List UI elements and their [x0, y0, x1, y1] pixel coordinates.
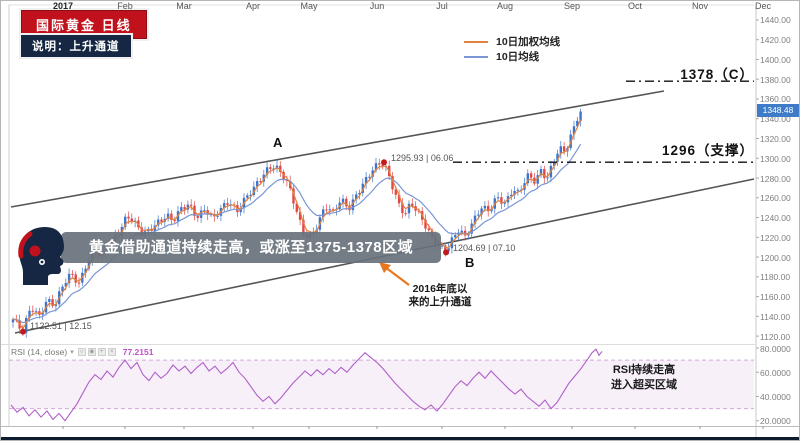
- month-label: Apr: [245, 1, 261, 11]
- marker-text-dec-low: 1122.51 | 12.15: [30, 321, 92, 331]
- weighted-ma-label: 10日加权均线: [496, 36, 561, 48]
- point-a-label: A: [273, 135, 283, 150]
- price-axis-label: 1280.00: [760, 173, 791, 184]
- channel-note-line2: 来的上升通道: [408, 296, 472, 308]
- price-axis-label: 1180.00: [760, 272, 791, 283]
- ma-legend: 10日加权均线 10日均线: [464, 34, 560, 64]
- rsi-control-button[interactable]: ×: [107, 348, 116, 356]
- ma-line: [12, 143, 582, 324]
- legend-item-simple-ma: 10日均线: [464, 49, 560, 64]
- simple-ma-label: 10日均线: [496, 51, 540, 63]
- price-axis-label: 1140.00: [760, 311, 791, 322]
- rsi-axis-label: 60.0000: [760, 367, 791, 378]
- month-label: 2017: [52, 1, 74, 11]
- analyst-avatar-logo: [11, 223, 75, 289]
- price-axis-label: 1240.00: [760, 213, 791, 224]
- rsi-indicator-controls: ○ ◉ + ×: [77, 348, 118, 356]
- support-level-label: 1296（支撑）: [661, 143, 754, 158]
- marker-text-july-low: 1204.69 | 07.10: [453, 243, 516, 253]
- price-axis-label: 1160.00: [760, 292, 791, 303]
- month-label: Jun: [369, 1, 385, 11]
- chevron-down-icon[interactable]: ▾: [70, 349, 74, 356]
- price-axis-label: 1220.00: [760, 232, 791, 243]
- price-axis-label: 1120.00: [760, 331, 791, 342]
- rsi-axis-label: 20.0000: [760, 416, 791, 427]
- marker-text-june-high: 1295.93 | 06.06: [391, 153, 454, 163]
- weighted-ma-swatch: [464, 40, 488, 43]
- rsi-line: [10, 348, 603, 422]
- month-label: Aug: [496, 1, 514, 11]
- price-axis-label: 1400.00: [760, 54, 791, 65]
- arrow-line: [384, 266, 410, 286]
- price-axis-label: 1200.00: [760, 252, 791, 263]
- price-axis-label: 1420.00: [760, 35, 791, 46]
- ma-line: [12, 119, 582, 330]
- window-bottom-edge: [1, 437, 799, 440]
- price-axis-label: 1360.00: [760, 94, 791, 105]
- month-label: Dec: [754, 1, 772, 11]
- month-label: Sep: [563, 1, 581, 11]
- rsi-control-button[interactable]: ○: [77, 348, 86, 356]
- price-axis-label: 1440.00: [760, 15, 791, 26]
- rsi-note: RSI持续走高 进入超买区域: [585, 363, 703, 393]
- marker-dot: [20, 328, 26, 335]
- analysis-banner: 黄金借助通道持续走高，或涨至1375-1378区域: [61, 232, 441, 263]
- channel-note-line1: 2016年底以: [412, 283, 468, 295]
- price-axis-label: 1340.00: [760, 114, 791, 125]
- rsi-indicator-header: RSI (14, close) ▾ ○ ◉ + × 77.2151: [11, 347, 153, 357]
- rsi-note-line2: 进入超买区域: [611, 379, 677, 391]
- simple-ma-swatch: [464, 55, 488, 58]
- rsi-note-line1: RSI持续走高: [612, 364, 676, 376]
- rsi-control-button[interactable]: +: [97, 348, 106, 356]
- month-label: May: [300, 1, 318, 11]
- chart-subtitle-badge: 说明：上升通道: [19, 33, 133, 59]
- channel-note: 2016年底以 来的上升通道: [392, 283, 488, 309]
- candlestick-series: [11, 108, 582, 338]
- legend-item-weighted-ma: 10日加权均线: [464, 34, 560, 49]
- rsi-current-value: 77.2151: [122, 347, 154, 357]
- point-b-label: B: [465, 255, 475, 270]
- arrow-head-icon: [379, 262, 391, 273]
- price-axis-label: 1320.00: [760, 134, 791, 144]
- month-label: Jul: [436, 1, 448, 11]
- month-label: Feb: [117, 1, 133, 11]
- month-label: Nov: [691, 1, 709, 11]
- last-price-badge: 1348.48: [757, 104, 799, 117]
- rsi-axis-label: 80.0000: [760, 343, 791, 354]
- month-label: Oct: [627, 1, 643, 11]
- chart-title-badge: 国际黄金 日线: [19, 8, 149, 41]
- head-profile-icon: [18, 227, 64, 285]
- marker-dot: [381, 159, 387, 166]
- price-axis-label: 1260.00: [760, 193, 791, 204]
- price-axis-label: 1300.00: [760, 153, 791, 164]
- rsi-control-button[interactable]: ◉: [87, 348, 96, 356]
- rsi-axis-label: 40.0000: [760, 391, 791, 402]
- marker-dot: [443, 249, 449, 256]
- month-label: Mar: [176, 1, 192, 11]
- rsi-indicator-title: RSI (14, close): [11, 347, 68, 357]
- channel-line: [10, 90, 665, 208]
- resistance-level-label: 1378（C）: [680, 67, 754, 82]
- price-axis-label: 1380.00: [760, 74, 791, 85]
